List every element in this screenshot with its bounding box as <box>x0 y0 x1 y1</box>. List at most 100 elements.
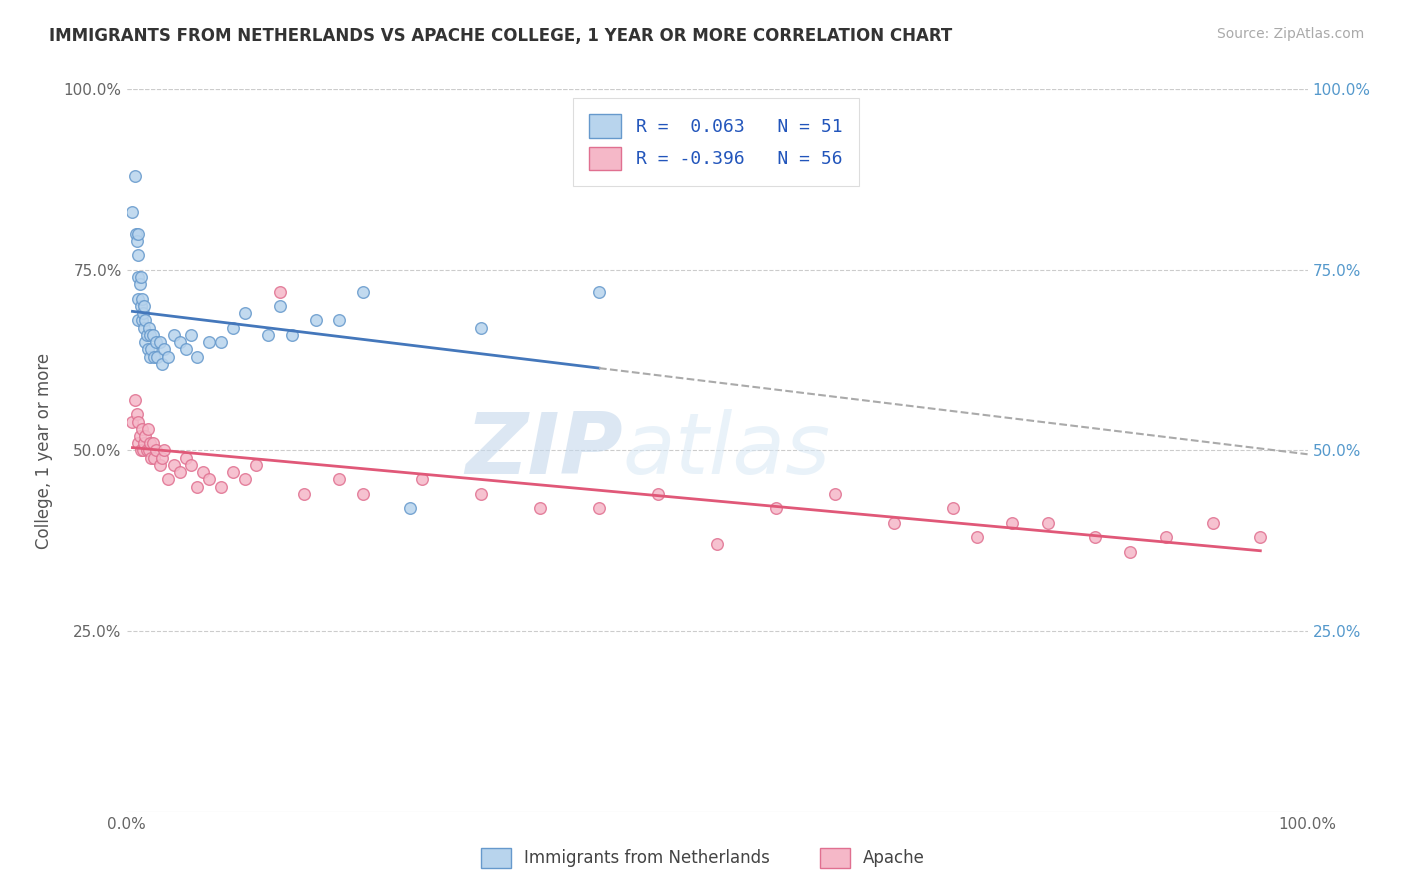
Point <box>942 501 965 516</box>
Point <box>134 299 156 313</box>
Point <box>186 350 208 364</box>
Point <box>145 443 167 458</box>
Point <box>470 487 492 501</box>
Point <box>127 234 149 248</box>
Point <box>222 320 245 334</box>
Text: atlas: atlas <box>623 409 831 492</box>
Point <box>150 450 173 465</box>
Point <box>269 299 291 313</box>
Point <box>141 450 163 465</box>
Text: ZIP: ZIP <box>465 409 623 492</box>
Point <box>209 480 232 494</box>
Point <box>141 436 163 450</box>
Point <box>1154 530 1177 544</box>
Point <box>139 436 162 450</box>
Point <box>134 313 156 327</box>
Point <box>121 415 143 429</box>
Point <box>145 334 167 349</box>
Point <box>135 443 157 458</box>
Point <box>352 487 374 501</box>
Point <box>163 327 186 342</box>
Point <box>136 343 159 357</box>
Point <box>127 415 149 429</box>
Point <box>141 343 163 357</box>
Point <box>281 327 304 342</box>
Point <box>138 443 160 458</box>
Point <box>127 407 149 421</box>
Point <box>304 313 326 327</box>
Point <box>127 436 149 450</box>
Point <box>153 343 176 357</box>
Point <box>180 327 202 342</box>
Point <box>153 443 176 458</box>
Point <box>156 472 179 486</box>
Point <box>134 334 156 349</box>
Point <box>127 270 149 285</box>
Point <box>198 472 221 486</box>
Point <box>180 458 202 472</box>
Point <box>132 443 155 458</box>
Point <box>125 227 148 241</box>
Point <box>124 169 146 183</box>
Point <box>529 501 551 516</box>
Point <box>128 277 150 292</box>
Point <box>150 357 173 371</box>
Point <box>169 465 191 479</box>
Point <box>129 270 152 285</box>
Point <box>470 320 492 334</box>
Point <box>765 501 787 516</box>
Point <box>132 306 155 320</box>
Point <box>142 350 165 364</box>
Point <box>135 327 157 342</box>
Point <box>352 285 374 299</box>
Point <box>129 443 152 458</box>
Point <box>134 320 156 334</box>
Point <box>399 501 422 516</box>
Point <box>966 530 988 544</box>
Point <box>1084 530 1107 544</box>
Point <box>328 313 350 327</box>
Point <box>149 334 172 349</box>
Point <box>138 320 160 334</box>
Point <box>139 327 162 342</box>
Point <box>142 450 165 465</box>
Point <box>1249 530 1271 544</box>
Point <box>131 313 153 327</box>
Point <box>141 327 163 342</box>
Point <box>186 480 208 494</box>
Y-axis label: College, 1 year or more: College, 1 year or more <box>35 352 52 549</box>
Point <box>209 334 232 349</box>
Point <box>146 350 169 364</box>
Point <box>169 334 191 349</box>
Point <box>131 292 153 306</box>
Point <box>269 285 291 299</box>
Point <box>163 458 186 472</box>
Point <box>174 343 197 357</box>
Legend: R =  0.063   N = 51, R = -0.396   N = 56: R = 0.063 N = 51, R = -0.396 N = 56 <box>572 98 859 186</box>
Point <box>1001 516 1024 530</box>
Point <box>706 537 728 551</box>
Point <box>124 392 146 407</box>
Text: Source: ZipAtlas.com: Source: ZipAtlas.com <box>1216 27 1364 41</box>
Point <box>128 429 150 443</box>
Point <box>245 458 267 472</box>
Point <box>292 487 315 501</box>
Point <box>127 292 149 306</box>
Point <box>129 299 152 313</box>
Point <box>139 350 162 364</box>
Point <box>1119 544 1142 558</box>
Point <box>174 450 197 465</box>
Text: IMMIGRANTS FROM NETHERLANDS VS APACHE COLLEGE, 1 YEAR OR MORE CORRELATION CHART: IMMIGRANTS FROM NETHERLANDS VS APACHE CO… <box>49 27 952 45</box>
Point <box>198 334 221 349</box>
Point <box>1036 516 1059 530</box>
Point <box>233 306 256 320</box>
Point <box>883 516 905 530</box>
Point <box>1202 516 1225 530</box>
Point <box>222 465 245 479</box>
Point <box>127 227 149 241</box>
Point <box>411 472 433 486</box>
Point <box>824 487 846 501</box>
Point <box>257 327 280 342</box>
Point <box>131 422 153 436</box>
Point <box>134 436 156 450</box>
